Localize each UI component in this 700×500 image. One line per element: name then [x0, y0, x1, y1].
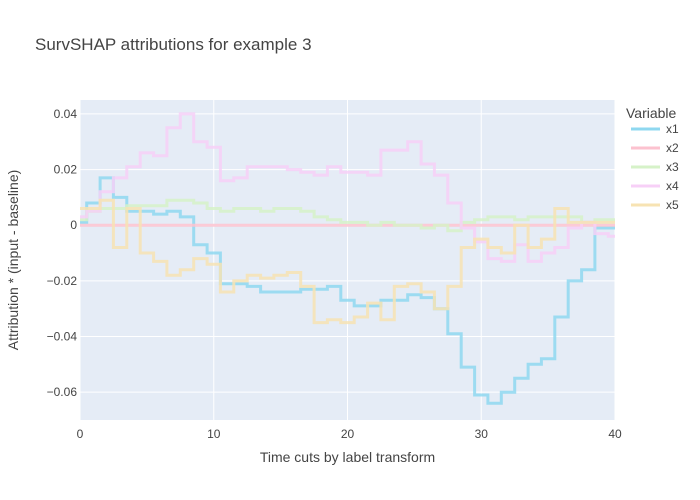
series-line-x5	[80, 198, 615, 325]
x-tick-label: 0	[77, 427, 84, 441]
legend-title: Variable	[626, 105, 677, 121]
x-tick-label: 40	[608, 427, 622, 441]
y-tick-label: 0.04	[54, 107, 78, 121]
y-tick-label: −0.02	[47, 274, 78, 288]
y-tick-label: −0.04	[47, 330, 78, 344]
legend-label-x5[interactable]: x5	[666, 198, 679, 212]
legend-label-x2[interactable]: x2	[666, 141, 679, 155]
x-tick-label: 20	[341, 427, 355, 441]
series-group	[80, 112, 615, 405]
y-tick-label: −0.06	[47, 385, 78, 399]
y-axis-title: Attribution * (input - baseline)	[5, 170, 21, 351]
x-axis-ticks: 0 10 20 30 40	[77, 427, 622, 441]
series-line-x3	[80, 198, 615, 233]
legend-label-x4[interactable]: x4	[666, 179, 679, 193]
series-line-x1	[80, 176, 615, 405]
legend: Variable x1 x2 x3 x4 x5	[626, 105, 679, 212]
x-axis-title: Time cuts by label transform	[260, 449, 435, 465]
y-tick-label: 0.02	[54, 163, 78, 177]
x-tick-label: 10	[207, 427, 221, 441]
chart-title: SurvSHAP attributions for example 3	[35, 35, 312, 54]
legend-label-x1[interactable]: x1	[666, 122, 679, 136]
y-axis-ticks: −0.06 −0.04 −0.02 0 0.02 0.04	[47, 107, 78, 399]
legend-label-x3[interactable]: x3	[666, 160, 679, 174]
x-tick-label: 30	[475, 427, 489, 441]
y-tick-label: 0	[70, 218, 77, 232]
series-line-x4	[80, 112, 615, 263]
